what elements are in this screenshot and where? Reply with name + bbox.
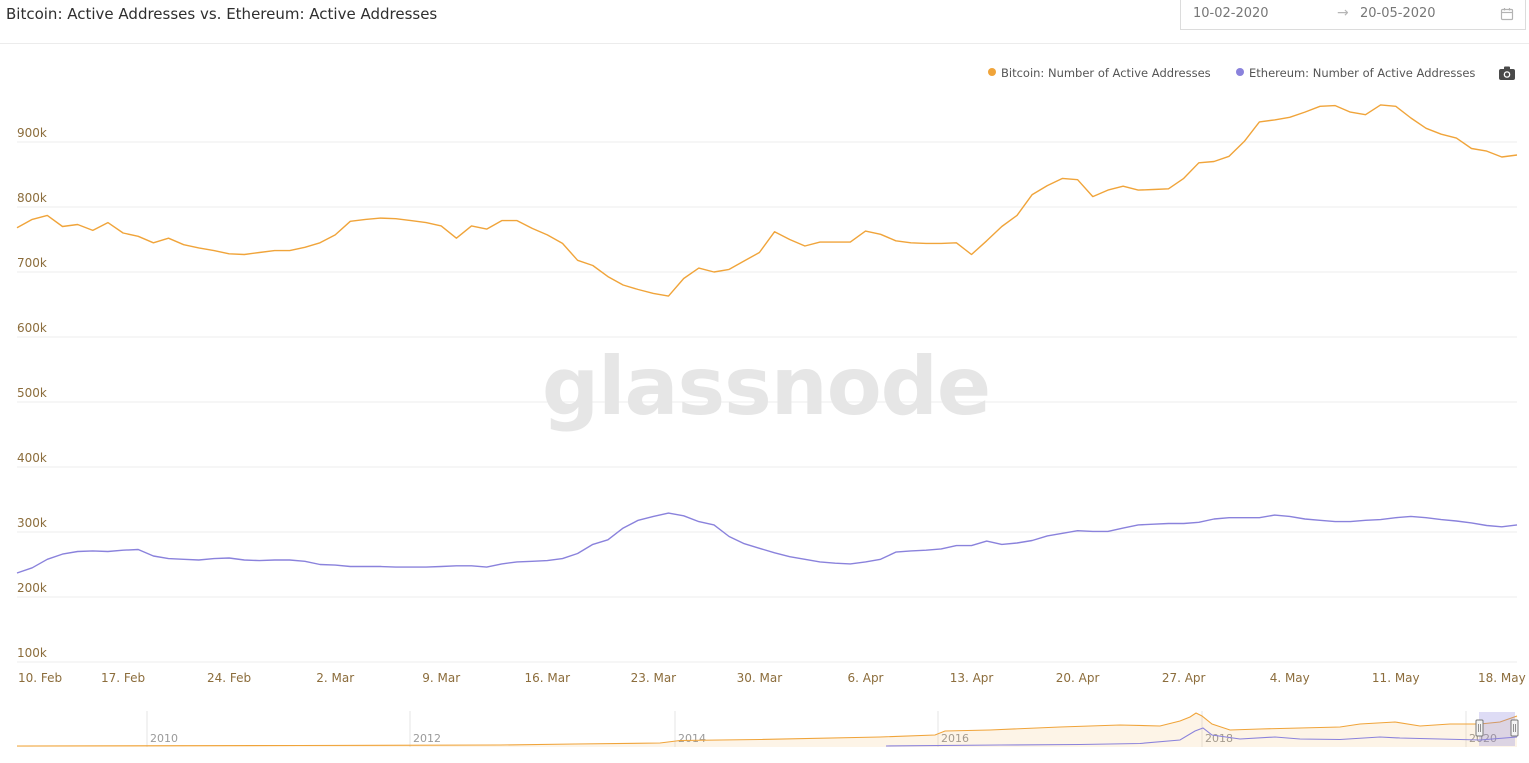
x-tick-label: 16. Mar <box>525 671 571 685</box>
glassnode-watermark: glassnode <box>542 340 990 433</box>
y-tick-label: 800k <box>17 191 47 205</box>
x-tick-label: 27. Apr <box>1162 671 1206 685</box>
x-tick-label: 6. Apr <box>847 671 883 685</box>
x-tick-label: 11. May <box>1372 671 1420 685</box>
y-tick-label: 400k <box>17 451 47 465</box>
legend-label-bitcoin: Bitcoin: Number of Active Addresses <box>1001 66 1211 80</box>
y-tick-label: 500k <box>17 386 47 400</box>
series-layer <box>16 104 1518 574</box>
x-tick-label: 23. Mar <box>631 671 677 685</box>
navigator-bitcoin-area <box>17 713 1517 747</box>
y-tick-label: 600k <box>17 321 47 335</box>
legend-item-bitcoin[interactable]: Bitcoin: Number of Active Addresses <box>988 66 1211 82</box>
bitcoin-legend-dot <box>988 68 996 76</box>
navigator-handle[interactable] <box>1475 719 1484 737</box>
navigator-ethereum-line <box>885 727 1518 747</box>
navigator[interactable]: 201020122014201620182020 <box>16 711 1519 747</box>
page-header: Bitcoin: Active Addresses vs. Ethereum: … <box>0 0 1529 44</box>
x-tick-label: 13. Apr <box>950 671 994 685</box>
navigator-tick-label: 2010 <box>150 732 178 745</box>
grid-layer <box>17 141 1517 663</box>
page-title: Bitcoin: Active Addresses vs. Ethereum: … <box>6 5 438 23</box>
navigator-selection[interactable] <box>1479 712 1515 746</box>
date-to-field[interactable]: 20-05-2020 <box>1360 6 1436 21</box>
date-range-picker[interactable]: 10-02-2020 → 20-05-2020 <box>1180 0 1526 30</box>
y-tick-label: 100k <box>17 646 47 660</box>
x-tick-label: 17. Feb <box>101 671 145 685</box>
navigator-bitcoin-line <box>16 712 1518 747</box>
y-axis: 100k 200k 300k 400k 500k 600k 700k 800k 900k <box>17 126 47 660</box>
navigator-tick-label: 2012 <box>413 732 441 745</box>
camera-icon[interactable] <box>1498 65 1516 81</box>
legend-label-ethereum: Ethereum: Number of Active Addresses <box>1249 66 1476 80</box>
y-tick-label: 900k <box>17 126 47 140</box>
bitcoin-series-line[interactable] <box>16 104 1518 297</box>
x-tick-label: 24. Feb <box>207 671 251 685</box>
x-tick-label: 10. Feb <box>18 671 62 685</box>
navigator-tick-label: 2014 <box>678 732 706 745</box>
ethereum-legend-dot <box>1236 68 1244 76</box>
x-tick-label: 20. Apr <box>1056 671 1100 685</box>
navigator-tick-label: 2016 <box>941 732 969 745</box>
y-tick-label: 700k <box>17 256 47 270</box>
x-tick-label: 18. May <box>1478 671 1526 685</box>
y-tick-label: 200k <box>17 581 47 595</box>
y-tick-label: 300k <box>17 516 47 530</box>
x-tick-label: 4. May <box>1270 671 1310 685</box>
x-tick-label: 9. Mar <box>422 671 460 685</box>
x-tick-label: 2. Mar <box>316 671 354 685</box>
ethereum-series-line[interactable] <box>16 512 1518 574</box>
x-tick-label: 30. Mar <box>737 671 783 685</box>
calendar-icon[interactable] <box>1500 7 1514 21</box>
date-from-field[interactable]: 10-02-2020 <box>1193 6 1269 21</box>
x-axis: 10. Feb 17. Feb 24. Feb 2. Mar 9. Mar 16. Mar… <box>18 671 1526 685</box>
legend-item-ethereum[interactable]: Ethereum: Number of Active Addresses <box>1236 66 1475 82</box>
navigator-handle[interactable] <box>1510 719 1519 737</box>
date-arrow: → <box>1337 5 1349 21</box>
